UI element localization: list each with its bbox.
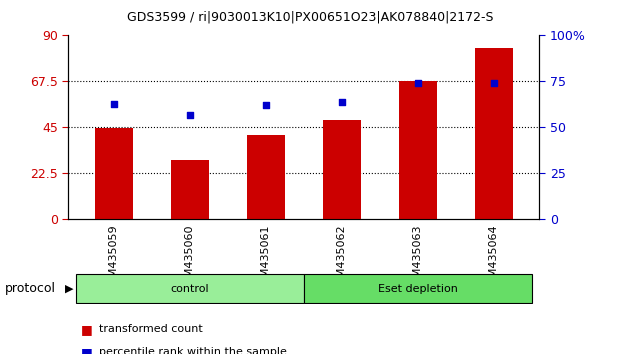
Text: protocol: protocol [5,282,56,295]
Point [109,101,119,106]
Bar [323,120,361,219]
Point [261,103,271,108]
Bar [247,135,285,219]
Text: ■: ■ [81,323,92,336]
Bar [399,81,437,219]
Text: GDS3599 / ri|9030013K10|PX00651O23|AK078840|2172-S: GDS3599 / ri|9030013K10|PX00651O23|AK078… [126,11,494,24]
FancyBboxPatch shape [76,274,304,303]
Text: ▶: ▶ [65,284,74,293]
Point [413,80,423,86]
Text: control: control [170,284,209,293]
Text: transformed count: transformed count [99,324,203,334]
Bar [95,129,133,219]
FancyBboxPatch shape [304,274,532,303]
Bar [170,160,209,219]
Text: ■: ■ [81,346,92,354]
Point [337,99,347,104]
Point [185,112,195,118]
Bar [475,48,513,219]
Text: percentile rank within the sample: percentile rank within the sample [99,347,287,354]
Point [489,80,498,86]
Text: Eset depletion: Eset depletion [378,284,458,293]
